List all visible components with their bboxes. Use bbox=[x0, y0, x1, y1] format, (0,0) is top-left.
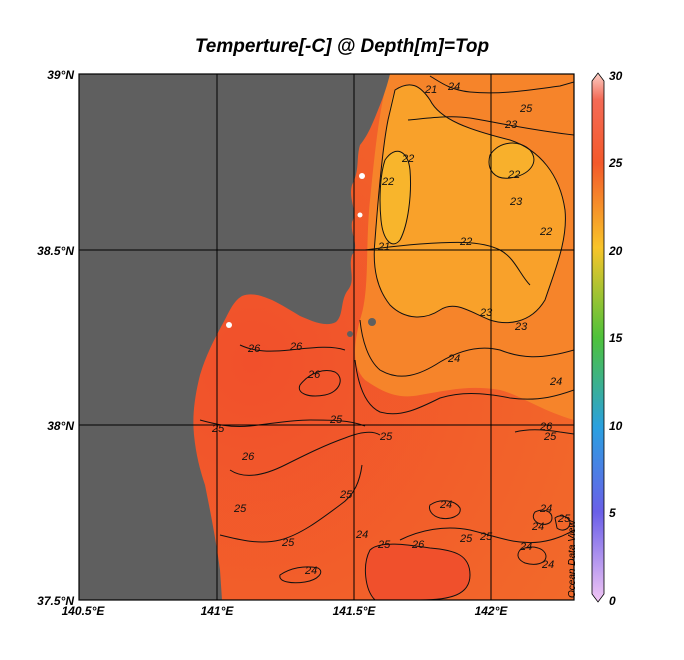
ocean-coolest-field-2 bbox=[489, 143, 534, 179]
lat-label: 38.5°N bbox=[37, 244, 74, 258]
contour-label: 24 bbox=[539, 503, 552, 515]
chart-title: Temperture[-C] @ Depth[m]=Top bbox=[194, 36, 490, 57]
contour-label: 26 bbox=[241, 451, 255, 463]
contour-label: 22 bbox=[507, 169, 520, 181]
colorbar-label: 10 bbox=[609, 419, 623, 433]
contour-label: 26 bbox=[247, 343, 261, 355]
island bbox=[359, 173, 365, 179]
contour-label: 24 bbox=[541, 559, 554, 571]
contour-label: 23 bbox=[514, 321, 528, 333]
lat-label: 37.5°N bbox=[37, 594, 74, 608]
lon-label: 141°E bbox=[200, 604, 234, 618]
contour-label: 25 bbox=[281, 537, 295, 549]
lat-label: 38°N bbox=[47, 419, 74, 433]
contour-label: 25 bbox=[329, 414, 343, 426]
contour-label: 26 bbox=[539, 421, 553, 433]
contour-label: 25 bbox=[479, 531, 493, 543]
colorbar-label: 30 bbox=[609, 69, 623, 83]
contour-label: 26 bbox=[307, 369, 321, 381]
contour-label: 24 bbox=[447, 353, 460, 365]
contour-label: 24 bbox=[304, 565, 317, 577]
contour-label: 24 bbox=[549, 376, 562, 388]
contour-label: 23 bbox=[509, 196, 523, 208]
contour-label: 25 bbox=[519, 103, 533, 115]
plot-frame bbox=[78, 73, 575, 601]
island bbox=[357, 212, 363, 218]
ocean-coolest-field bbox=[380, 151, 411, 244]
contour-label: 24 bbox=[355, 529, 368, 541]
contour-label: 25 bbox=[459, 533, 473, 545]
colorbar-label: 15 bbox=[609, 331, 623, 345]
lon-label: 142°E bbox=[474, 604, 508, 618]
colorbar-label: 0 bbox=[609, 594, 616, 608]
contour-label: 25 bbox=[543, 431, 557, 443]
contour-label: 26 bbox=[289, 341, 303, 353]
island bbox=[347, 331, 353, 337]
contour-label: 25 bbox=[379, 431, 393, 443]
contour-label: 24 bbox=[439, 499, 452, 511]
contour-label: 25 bbox=[339, 489, 353, 501]
graticule bbox=[79, 74, 574, 600]
contour-label: 22 bbox=[459, 236, 472, 248]
contour-lines bbox=[199, 75, 574, 600]
colorbar-label: 25 bbox=[609, 156, 623, 170]
odv-watermark: Ocean Data View bbox=[567, 520, 578, 598]
contour-label: 22 bbox=[381, 176, 394, 188]
island bbox=[368, 318, 376, 326]
contour-label: 21 bbox=[377, 241, 390, 253]
contour-label: 23 bbox=[504, 119, 518, 131]
contour-label: 24 bbox=[519, 541, 532, 553]
contour-label: 23 bbox=[479, 307, 493, 319]
contour-label: 25 bbox=[233, 503, 247, 515]
contour-label: 21 bbox=[424, 84, 437, 96]
contour-label: 25 bbox=[557, 513, 571, 525]
lat-label: 39°N bbox=[47, 68, 74, 82]
lon-label: 141.5°E bbox=[332, 604, 376, 618]
lon-label: 140.5°E bbox=[61, 604, 105, 618]
contour-label: 24 bbox=[447, 81, 460, 93]
ocean-warm-patch bbox=[365, 544, 470, 600]
contour-label: 25 bbox=[211, 423, 225, 435]
contour-label: 22 bbox=[539, 226, 552, 238]
contour-label: 26 bbox=[411, 539, 425, 551]
land-mass bbox=[79, 74, 390, 600]
contour-label: 25 bbox=[377, 539, 391, 551]
island bbox=[226, 322, 232, 328]
colorbar-bar bbox=[591, 72, 605, 603]
colorbar-label: 20 bbox=[609, 244, 623, 258]
colorbar-label: 5 bbox=[609, 506, 616, 520]
colorbar bbox=[591, 72, 605, 603]
contour-label: 22 bbox=[401, 153, 414, 165]
contour-label: 24 bbox=[531, 521, 544, 533]
